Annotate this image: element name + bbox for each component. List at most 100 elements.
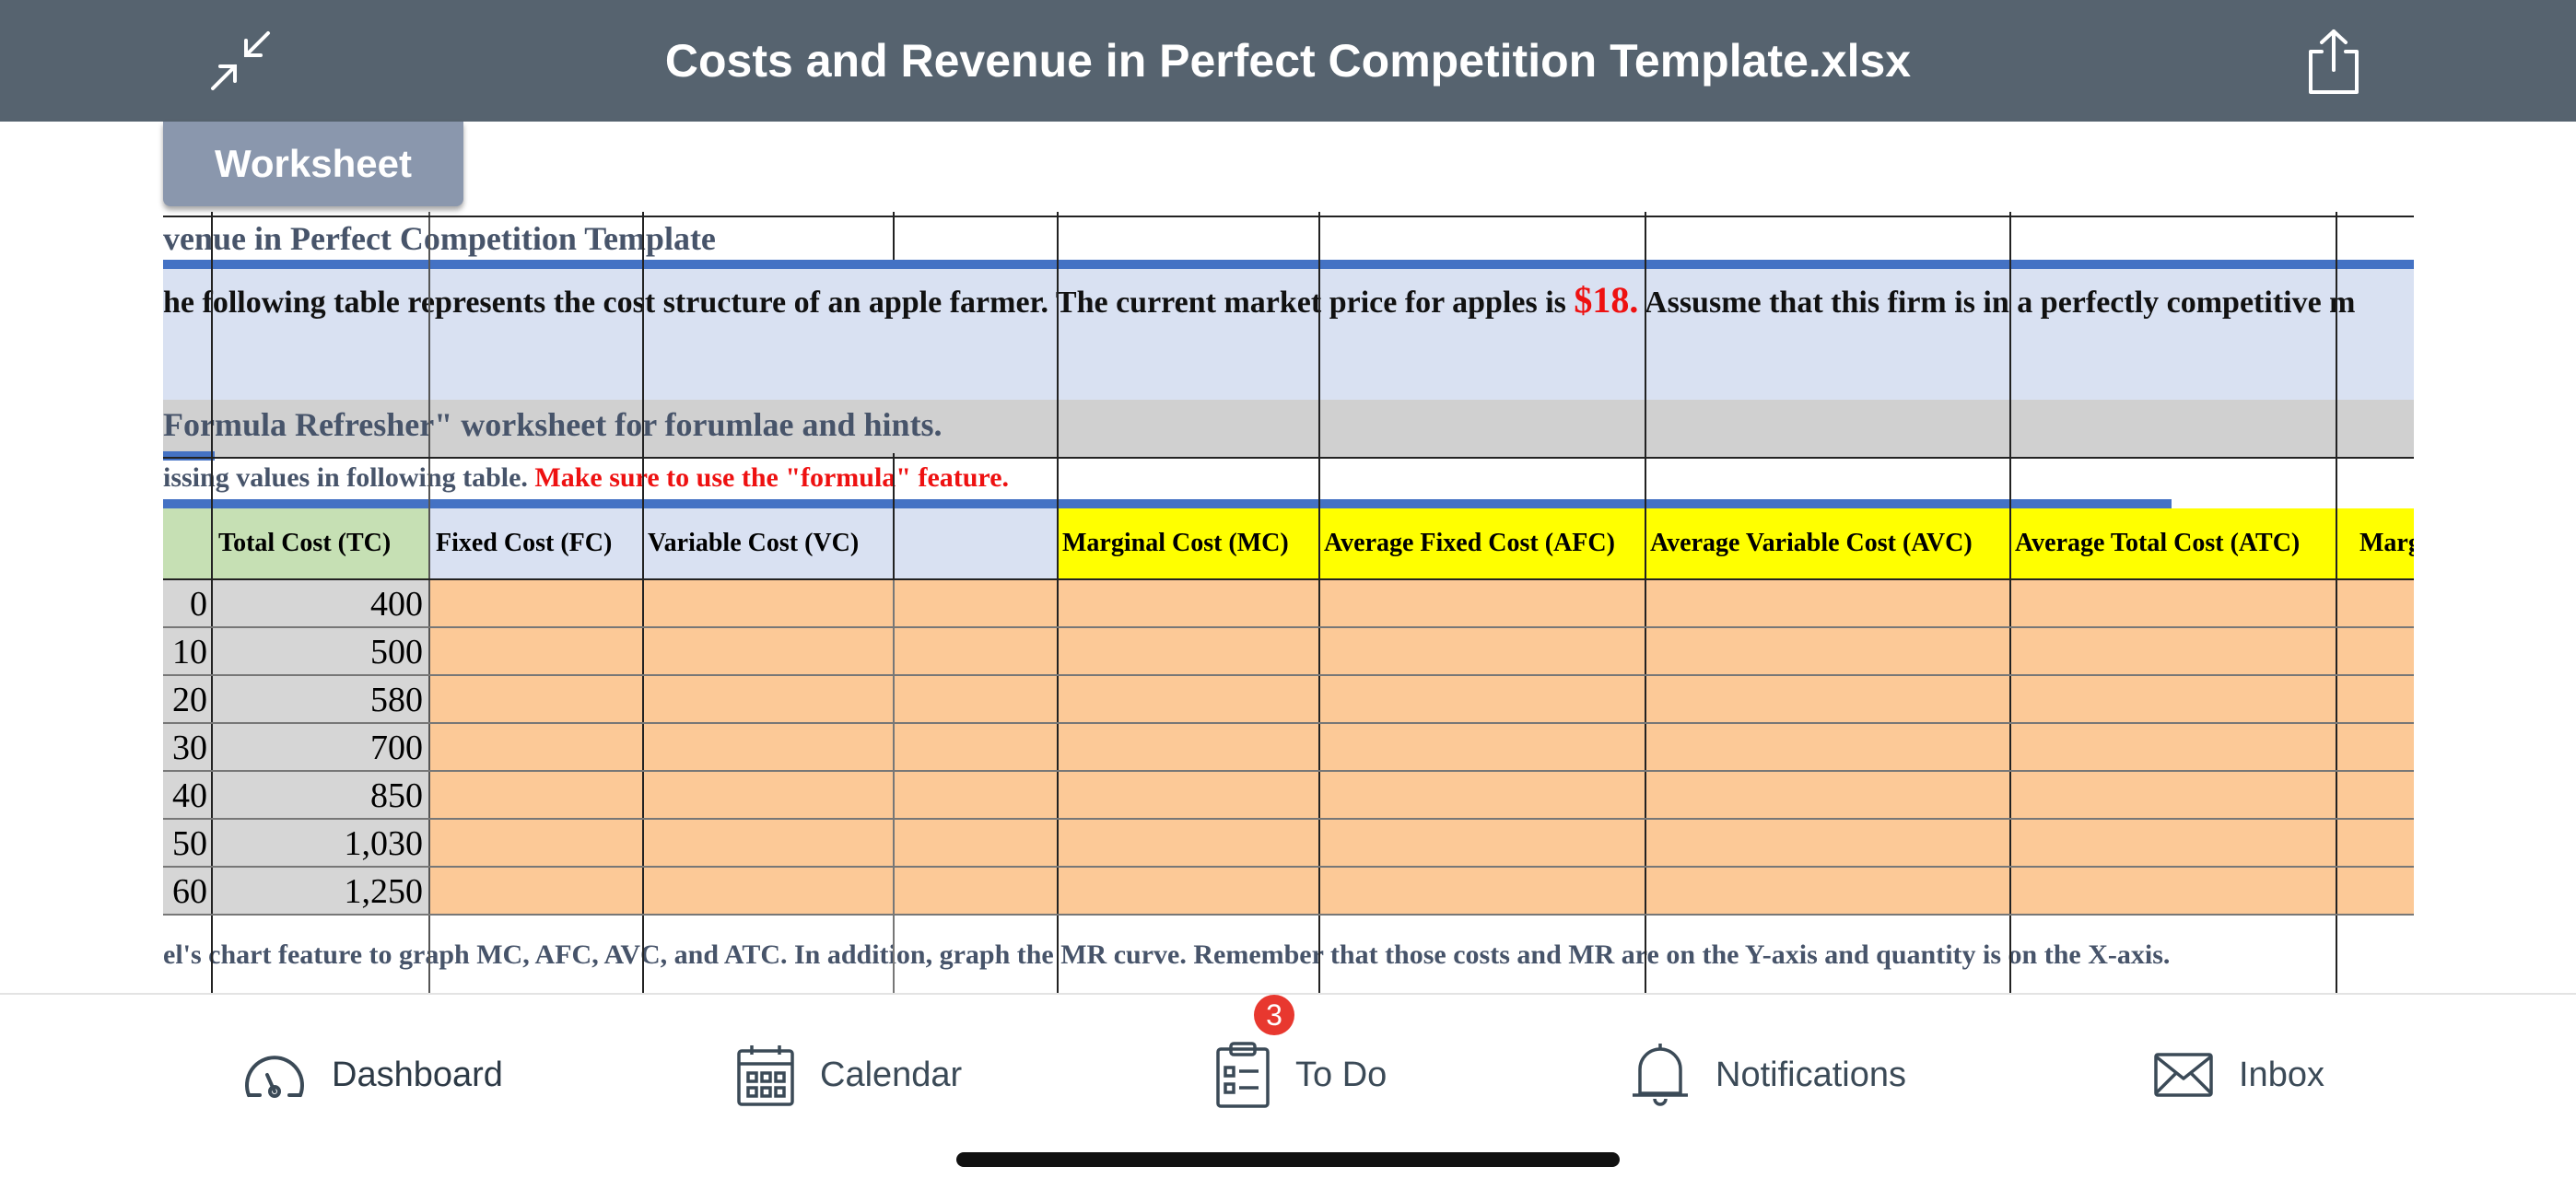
description-part-2: Assusme that this firm is in a perfectly… [1638,286,2356,320]
worksheet-tab[interactable]: Worksheet [163,122,463,206]
total-cost-cell[interactable]: 1,030 [213,820,428,868]
input-cells[interactable] [430,868,2414,916]
quantity-cell[interactable]: 50 [163,820,211,868]
instruction-part-2: Make sure to use the "formula" feature. [534,462,1010,493]
share-button[interactable] [2301,28,2366,96]
document-title: Costs and Revenue in Perfect Competition… [664,35,1912,87]
envelope-icon [2154,1053,2213,1097]
nav-calendar[interactable]: Calendar [735,1033,962,1116]
grid-line [163,914,2414,916]
quantity-cell[interactable]: 10 [163,628,211,676]
refresher-blue-mark [163,451,215,461]
total-cost-cell[interactable]: 580 [213,676,428,724]
col-header-tc[interactable]: Total Cost (TC) [218,529,392,557]
col-header-fc[interactable]: Fixed Cost (FC) [436,529,613,557]
description-text: he following table represents the cost s… [163,278,2356,321]
quantity-cell[interactable]: 20 [163,676,211,724]
table-row[interactable]: 50 1,030 [163,820,2414,868]
total-cost-cell[interactable]: 500 [213,628,428,676]
grid-line [893,212,895,260]
grid-line [211,212,213,993]
dashboard-gauge-icon [245,1056,304,1098]
grid-line [163,674,2414,676]
grid-line [163,216,2414,217]
title-blue-bar [163,260,2414,269]
input-cells[interactable] [430,676,2414,724]
instruction-text: issing values in following table. Make s… [163,462,1009,494]
spreadsheet-grid[interactable]: venue in Perfect Competition Template he… [163,212,2414,993]
quantity-cell[interactable]: 30 [163,724,211,772]
quantity-header-cell [163,508,212,578]
todo-count-badge: 3 [1254,995,1294,1035]
calculated-header-cells [1057,508,2414,578]
grid-line [2009,212,2011,993]
home-indicator[interactable] [956,1152,1620,1167]
nav-inbox-label: Inbox [2239,1055,2324,1094]
collapse-button[interactable] [207,28,274,94]
nav-inbox[interactable]: Inbox [2152,1033,2324,1116]
col-header-atc[interactable]: Average Total Cost (ATC) [2015,529,2301,557]
nav-dashboard[interactable]: Dashboard [241,1033,503,1116]
collapse-arrows-icon [211,31,270,90]
instruction-part-1: issing values in following table. [163,462,535,493]
input-cells[interactable] [430,820,2414,868]
grid-line [428,212,430,993]
grid-line [163,770,2414,772]
total-cost-cell[interactable]: 850 [213,772,428,820]
price-value: $18. [1574,279,1639,321]
refresher-band [163,400,2414,457]
grid-line [163,866,2414,868]
input-cells[interactable] [430,724,2414,772]
total-cost-cell[interactable]: 400 [213,580,428,628]
tc-header-cell [213,508,430,578]
nav-todo[interactable]: To Do [1214,1033,1387,1116]
table-row[interactable]: 10 500 [163,628,2414,676]
grid-line [1318,212,1320,993]
sheet-title: venue in Perfect Competition Template [163,220,716,257]
table-row[interactable]: 40 850 [163,772,2414,820]
table-row[interactable]: 60 1,250 [163,868,2414,916]
col-header-vc[interactable]: Variable Cost (VC) [648,529,860,557]
grid-line [163,457,2414,459]
quantity-cell[interactable]: 60 [163,868,211,916]
fc-vc-header-cells [430,508,1057,578]
description-part-1: he following table represents the cost s… [163,286,1575,320]
grid-line [1645,212,1646,993]
grid-line [163,722,2414,724]
calendar-icon [737,1045,794,1106]
clipboard-todo-icon [1216,1042,1270,1108]
grid-line [1057,212,1059,993]
description-band [163,262,2414,400]
table-row[interactable]: 0 400 [163,580,2414,628]
refresher-text: Formula Refresher" worksheet for forumla… [163,406,943,443]
nav-notifications[interactable]: Notifications [1629,1033,1906,1116]
grid-line [2336,212,2337,993]
nav-notifications-label: Notifications [1715,1055,1906,1094]
quantity-cell[interactable]: 40 [163,772,211,820]
grid-line [163,818,2414,820]
input-cells[interactable] [430,580,2414,628]
table-blue-bar [163,499,2172,508]
chart-instruction-text: el's chart feature to graph MC, AFC, AVC… [163,939,2171,970]
col-header-mc[interactable]: Marginal Cost (MC) [1062,529,1289,557]
nav-todo-label: To Do [1295,1055,1388,1094]
share-icon [2309,29,2359,94]
input-cells[interactable] [430,628,2414,676]
grid-line [893,578,895,993]
table-row[interactable]: 30 700 [163,724,2414,772]
grid-line [163,578,2414,580]
bell-icon [1633,1044,1688,1106]
quantity-cell[interactable]: 0 [163,580,211,628]
grid-line [893,453,895,591]
grid-line [642,212,644,993]
col-header-mr[interactable]: Marginal Revenue ( [2359,529,2414,557]
input-cells[interactable] [430,772,2414,820]
app-header: Costs and Revenue in Perfect Competition… [0,0,2576,122]
table-row[interactable]: 20 580 [163,676,2414,724]
total-cost-cell[interactable]: 700 [213,724,428,772]
col-header-avc[interactable]: Average Variable Cost (AVC) [1650,529,1973,557]
nav-calendar-label: Calendar [820,1055,963,1094]
col-header-afc[interactable]: Average Fixed Cost (AFC) [1324,529,1615,557]
nav-dashboard-label: Dashboard [332,1055,503,1094]
total-cost-cell[interactable]: 1,250 [213,868,428,916]
